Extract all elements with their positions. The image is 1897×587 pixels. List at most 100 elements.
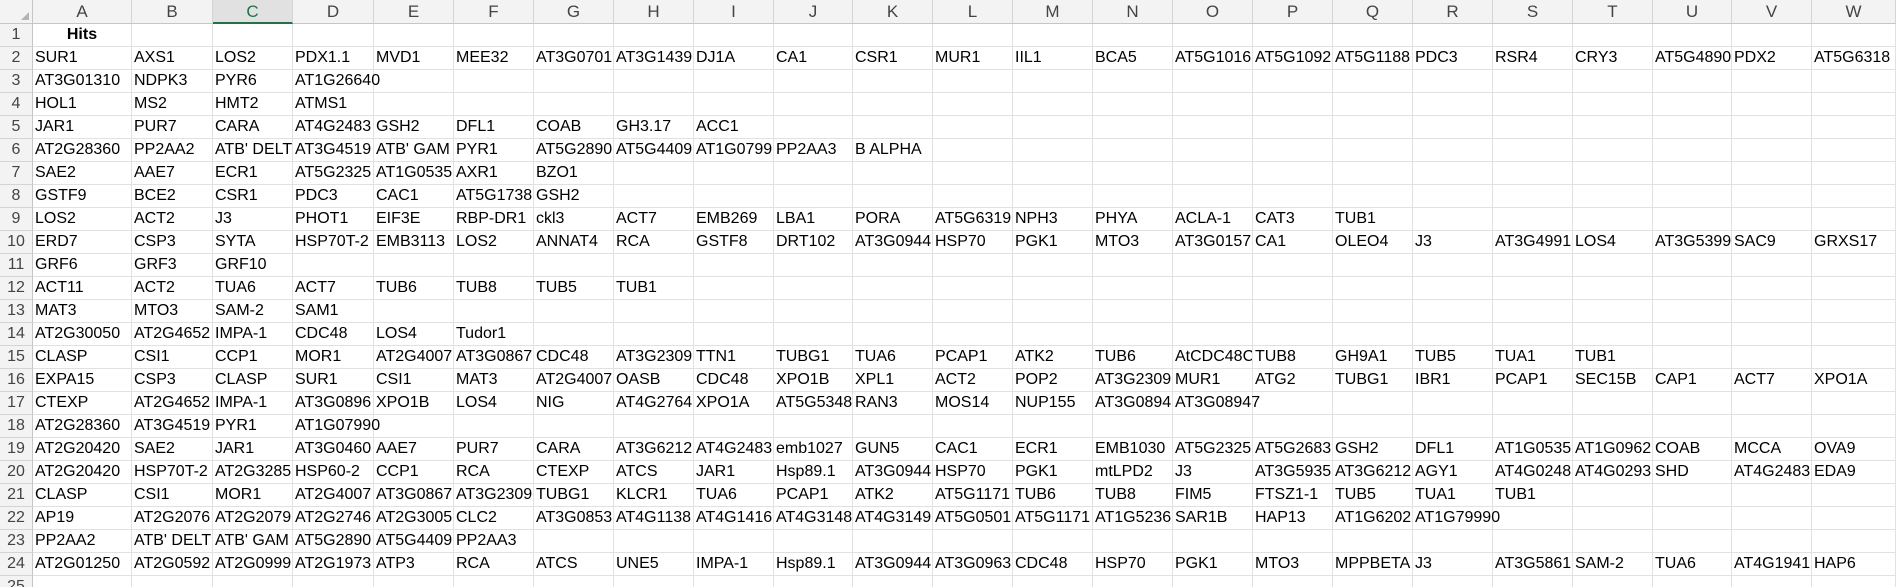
- cell-a12[interactable]: ACT11: [33, 277, 132, 300]
- row-header[interactable]: 9: [0, 208, 33, 231]
- cell-q23[interactable]: [1333, 530, 1413, 553]
- cell-r15[interactable]: TUB5: [1413, 346, 1493, 369]
- cell-h7[interactable]: [614, 162, 694, 185]
- cell-s16[interactable]: PCAP1: [1493, 369, 1573, 392]
- cell-c9[interactable]: J3: [213, 208, 293, 231]
- cell-o23[interactable]: [1173, 530, 1253, 553]
- cell-k17[interactable]: RAN3: [853, 392, 933, 415]
- cell-r14[interactable]: [1413, 323, 1493, 346]
- cell-u22[interactable]: [1653, 507, 1732, 530]
- cell-o13[interactable]: [1173, 300, 1253, 323]
- cell-u11[interactable]: [1653, 254, 1732, 277]
- cell-r21[interactable]: TUA1: [1413, 484, 1493, 507]
- cell-i22[interactable]: AT4G1416: [694, 507, 774, 530]
- cell-n21[interactable]: TUB8: [1093, 484, 1173, 507]
- cell-o6[interactable]: [1173, 139, 1253, 162]
- cell-s7[interactable]: [1493, 162, 1573, 185]
- cell-b11[interactable]: GRF3: [132, 254, 213, 277]
- cell-t16[interactable]: SEC15B: [1573, 369, 1653, 392]
- column-header-s[interactable]: S: [1493, 0, 1573, 24]
- cell-p12[interactable]: [1253, 277, 1333, 300]
- cell-c4[interactable]: HMT2: [213, 93, 293, 116]
- cell-u1[interactable]: [1653, 24, 1732, 47]
- cell-p1[interactable]: [1253, 24, 1333, 47]
- cell-a13[interactable]: MAT3: [33, 300, 132, 323]
- cell-m6[interactable]: [1013, 139, 1093, 162]
- cell-q2[interactable]: AT5G1188: [1333, 47, 1413, 70]
- cell-g13[interactable]: [534, 300, 614, 323]
- cell-n7[interactable]: [1093, 162, 1173, 185]
- cell-q10[interactable]: OLEO4: [1333, 231, 1413, 254]
- cell-w6[interactable]: [1812, 139, 1896, 162]
- cell-b16[interactable]: CSP3: [132, 369, 213, 392]
- cell-r16[interactable]: IBR1: [1413, 369, 1493, 392]
- cell-r23[interactable]: [1413, 530, 1493, 553]
- cell-k6[interactable]: B ALPHA: [853, 139, 933, 162]
- cell-q1[interactable]: [1333, 24, 1413, 47]
- column-header-m[interactable]: M: [1013, 0, 1093, 24]
- cell-d1[interactable]: [293, 24, 374, 47]
- cell-u21[interactable]: [1653, 484, 1732, 507]
- cell-i16[interactable]: CDC48: [694, 369, 774, 392]
- cell-p2[interactable]: AT5G1092: [1253, 47, 1333, 70]
- cell-p10[interactable]: CA1: [1253, 231, 1333, 254]
- column-header-l[interactable]: L: [933, 0, 1013, 24]
- cell-h16[interactable]: OASB: [614, 369, 694, 392]
- cell-h20[interactable]: ATCS: [614, 461, 694, 484]
- cell-m10[interactable]: PGK1: [1013, 231, 1093, 254]
- cell-i8[interactable]: [694, 185, 774, 208]
- cell-l7[interactable]: [933, 162, 1013, 185]
- cell-l11[interactable]: [933, 254, 1013, 277]
- cell-h12[interactable]: TUB1: [614, 277, 694, 300]
- cell-j13[interactable]: [774, 300, 853, 323]
- cell-j21[interactable]: PCAP1: [774, 484, 853, 507]
- row-header[interactable]: 21: [0, 484, 33, 507]
- cell-t22[interactable]: [1573, 507, 1653, 530]
- cell-v25[interactable]: [1732, 576, 1812, 587]
- cell-a17[interactable]: CTEXP: [33, 392, 132, 415]
- cell-e18[interactable]: [374, 415, 454, 438]
- column-header-g[interactable]: G: [534, 0, 614, 24]
- cell-l8[interactable]: [933, 185, 1013, 208]
- cell-m12[interactable]: [1013, 277, 1093, 300]
- cell-j12[interactable]: [774, 277, 853, 300]
- cell-v21[interactable]: [1732, 484, 1812, 507]
- cell-o19[interactable]: AT5G2325: [1173, 438, 1253, 461]
- row-header[interactable]: 6: [0, 139, 33, 162]
- cell-u3[interactable]: [1653, 70, 1732, 93]
- row-header[interactable]: 20: [0, 461, 33, 484]
- cell-e17[interactable]: XPO1B: [374, 392, 454, 415]
- cell-b4[interactable]: MS2: [132, 93, 213, 116]
- cell-a4[interactable]: HOL1: [33, 93, 132, 116]
- cell-b3[interactable]: NDPK3: [132, 70, 213, 93]
- row-header[interactable]: 8: [0, 185, 33, 208]
- cell-t20[interactable]: AT4G0293: [1573, 461, 1653, 484]
- cell-v20[interactable]: AT4G2483: [1732, 461, 1812, 484]
- cell-o24[interactable]: PGK1: [1173, 553, 1253, 576]
- cell-c13[interactable]: SAM-2: [213, 300, 293, 323]
- cell-q24[interactable]: MPPBETA: [1333, 553, 1413, 576]
- column-header-a[interactable]: A: [33, 0, 132, 24]
- cell-r9[interactable]: [1413, 208, 1493, 231]
- cell-u4[interactable]: [1653, 93, 1732, 116]
- cell-a11[interactable]: GRF6: [33, 254, 132, 277]
- cell-m11[interactable]: [1013, 254, 1093, 277]
- cell-p21[interactable]: FTSZ1-1: [1253, 484, 1333, 507]
- cell-t4[interactable]: [1573, 93, 1653, 116]
- cell-c11[interactable]: GRF10: [213, 254, 293, 277]
- cell-h1[interactable]: [614, 24, 694, 47]
- cell-s2[interactable]: RSR4: [1493, 47, 1573, 70]
- cell-s1[interactable]: [1493, 24, 1573, 47]
- cell-d18[interactable]: AT1G07990: [293, 415, 380, 438]
- cell-k5[interactable]: [853, 116, 933, 139]
- cell-v9[interactable]: [1732, 208, 1812, 231]
- cell-e12[interactable]: TUB6: [374, 277, 454, 300]
- cell-r12[interactable]: [1413, 277, 1493, 300]
- cell-l19[interactable]: CAC1: [933, 438, 1013, 461]
- cell-n16[interactable]: AT3G2309: [1093, 369, 1173, 392]
- cell-r8[interactable]: [1413, 185, 1493, 208]
- cell-n1[interactable]: [1093, 24, 1173, 47]
- cell-e14[interactable]: LOS4: [374, 323, 454, 346]
- cell-g24[interactable]: ATCS: [534, 553, 614, 576]
